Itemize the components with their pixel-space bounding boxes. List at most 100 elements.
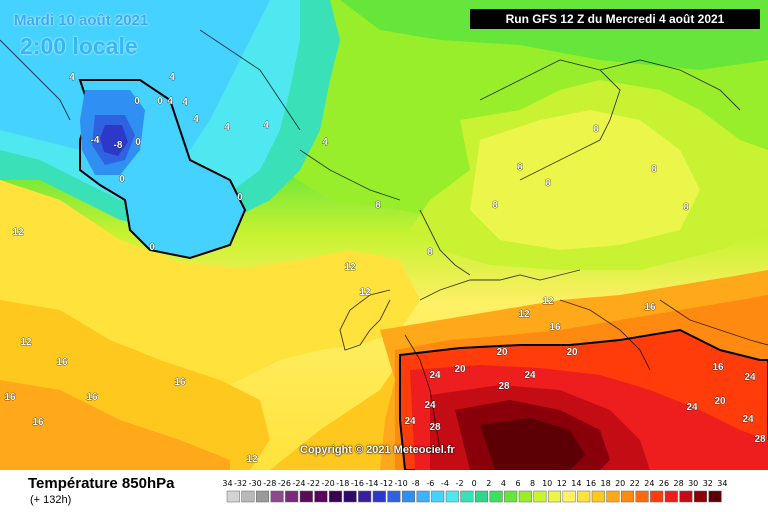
isotherm-label: 16 <box>174 377 186 388</box>
legend-tick-label: 16 <box>586 479 596 488</box>
legend-swatch <box>650 490 664 503</box>
legend-swatch <box>416 490 430 503</box>
forecast-date: Mardi 10 août 2021 <box>14 12 149 29</box>
isotherm-label: 0 <box>157 96 163 107</box>
legend-tick-label: -14 <box>365 479 378 488</box>
forecast-time: 2:00 locale <box>20 33 138 59</box>
forecast-hour: (+ 132h) <box>30 494 72 506</box>
isotherm-label: -4 <box>91 135 100 146</box>
isotherm-label: 8 <box>427 247 433 258</box>
isotherm-label: 12 <box>20 337 32 348</box>
legend-tick-label: 14 <box>571 479 581 488</box>
isotherm-label: 12 <box>344 262 356 273</box>
isotherm-label: 4 <box>169 72 175 83</box>
legend-swatch <box>460 490 474 503</box>
copyright-notice: Copyright © 2021 Meteociel.fr <box>300 444 455 456</box>
isotherm-label: 16 <box>644 302 656 313</box>
legend-tick-label: 12 <box>557 479 567 488</box>
isotherm-label: 24 <box>742 414 754 425</box>
legend-tick-label: 2 <box>486 479 491 488</box>
legend-tick-label: 30 <box>688 479 698 488</box>
isotherm-label: 4 <box>322 137 328 148</box>
legend-tick-label: -30 <box>249 479 262 488</box>
legend-tick-label: -4 <box>441 479 449 488</box>
run-info: Run GFS 12 Z du Mercredi 4 août 2021 <box>470 9 760 29</box>
legend-swatch <box>285 490 299 503</box>
legend-swatch <box>664 490 678 503</box>
legend-swatch <box>372 490 386 503</box>
legend-swatch <box>620 490 635 503</box>
legend-tick-label: -8 <box>412 479 420 488</box>
temperature-map: -8 -4 0 0 0 0 0 0 4 4 4 4 4 4 4 4 8 8 8 8 8 8 8 8 12 12 12 12 12 12 12… <box>0 0 768 470</box>
isotherm-label: 4 <box>167 96 173 107</box>
isotherm-label: 0 <box>119 174 125 185</box>
isotherm-label: 24 <box>524 370 536 381</box>
legend-tick-label: -24 <box>292 479 305 488</box>
legend-tick-label: -34 <box>222 479 233 488</box>
legend-swatch <box>679 490 693 503</box>
temperature-field <box>0 0 768 470</box>
legend-tick-label: 4 <box>501 479 506 488</box>
legend-swatch <box>504 490 518 503</box>
isotherm-label: 16 <box>56 357 68 368</box>
isotherm-label: 16 <box>549 322 561 333</box>
legend-tick-label: -18 <box>336 479 349 488</box>
isotherm-label: 12 <box>359 287 371 298</box>
isotherm-label: 28 <box>754 434 766 445</box>
isotherm-label: 24 <box>404 416 416 427</box>
legend-swatch <box>693 490 708 503</box>
isotherm-label: 16 <box>86 392 98 403</box>
legend-tick-label: 28 <box>674 479 684 488</box>
legend-swatch <box>387 490 401 503</box>
legend-swatch <box>358 490 372 503</box>
legend-swatch <box>533 490 547 503</box>
isotherm-label: 24 <box>744 372 756 383</box>
legend-swatch <box>299 490 313 503</box>
isotherm-label: 8 <box>492 200 498 211</box>
isotherm-label: 4 <box>182 97 188 108</box>
isotherm-label: 0 <box>149 242 155 253</box>
legend-swatch <box>328 490 343 503</box>
legend-tick-label: 22 <box>630 479 640 488</box>
map-title: Température 850hPa <box>28 475 175 492</box>
legend-tick-label: -6 <box>426 479 434 488</box>
legend-swatch <box>270 490 284 503</box>
isotherm-label: 12 <box>542 296 554 307</box>
isotherm-label: 0 <box>237 192 243 203</box>
isotherm-label: 8 <box>593 124 599 135</box>
isotherm-label: 16 <box>712 362 724 373</box>
legend-tick-label: -16 <box>351 479 364 488</box>
isotherm-label: 8 <box>517 162 523 173</box>
isotherm-label: 24 <box>424 400 436 411</box>
isotherm-label: 16 <box>32 417 44 428</box>
legend-tick-label: 18 <box>601 479 611 488</box>
legend-tick-label: 26 <box>659 479 669 488</box>
legend-tick-label: 24 <box>644 479 654 488</box>
isotherm-label: 24 <box>686 402 698 413</box>
legend-swatch <box>401 490 416 503</box>
legend-swatch <box>635 490 649 503</box>
legend-tick-label: 32 <box>703 479 713 488</box>
isotherm-label: 8 <box>683 202 689 213</box>
isotherm-label: 4 <box>224 122 230 133</box>
legend-swatch <box>577 490 591 503</box>
legend-swatch <box>606 490 620 503</box>
legend-swatch <box>518 490 532 503</box>
legend-swatch <box>474 490 489 503</box>
isotherm-label: 12 <box>518 309 530 320</box>
isotherm-label: 28 <box>498 381 510 392</box>
isotherm-label: 12 <box>12 227 24 238</box>
legend-tick-label: -20 <box>322 479 335 488</box>
legend-tick-label: -12 <box>380 479 393 488</box>
isotherm-label: 16 <box>4 392 16 403</box>
legend-tick-label: 0 <box>472 479 477 488</box>
isotherm-label: 8 <box>375 200 381 211</box>
legend-swatch <box>591 490 605 503</box>
isotherm-label: -8 <box>114 140 123 151</box>
isotherm-label: 20 <box>496 347 508 358</box>
legend-tick-label: -28 <box>263 479 276 488</box>
legend-swatch <box>226 490 240 503</box>
legend-tick-label: -10 <box>395 479 408 488</box>
isotherm-label: 4 <box>69 72 75 83</box>
